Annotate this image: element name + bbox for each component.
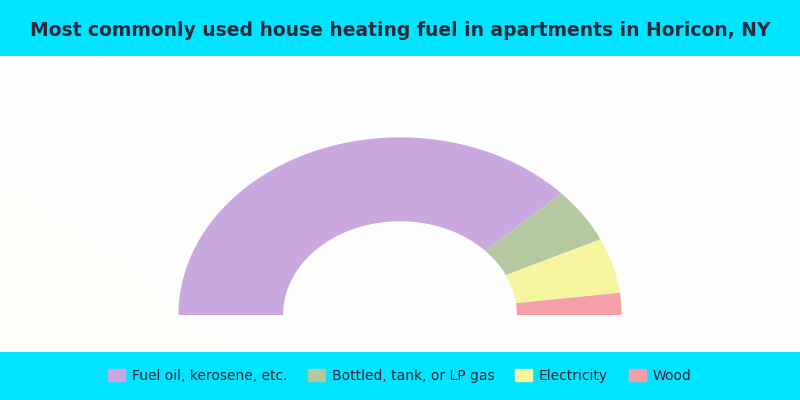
- Polygon shape: [506, 239, 620, 303]
- Text: Most commonly used house heating fuel in apartments in Horicon, NY: Most commonly used house heating fuel in…: [30, 21, 770, 40]
- Polygon shape: [178, 138, 562, 315]
- Legend: Fuel oil, kerosene, etc., Bottled, tank, or LP gas, Electricity, Wood: Fuel oil, kerosene, etc., Bottled, tank,…: [103, 364, 697, 388]
- Polygon shape: [486, 194, 601, 275]
- Polygon shape: [516, 293, 622, 315]
